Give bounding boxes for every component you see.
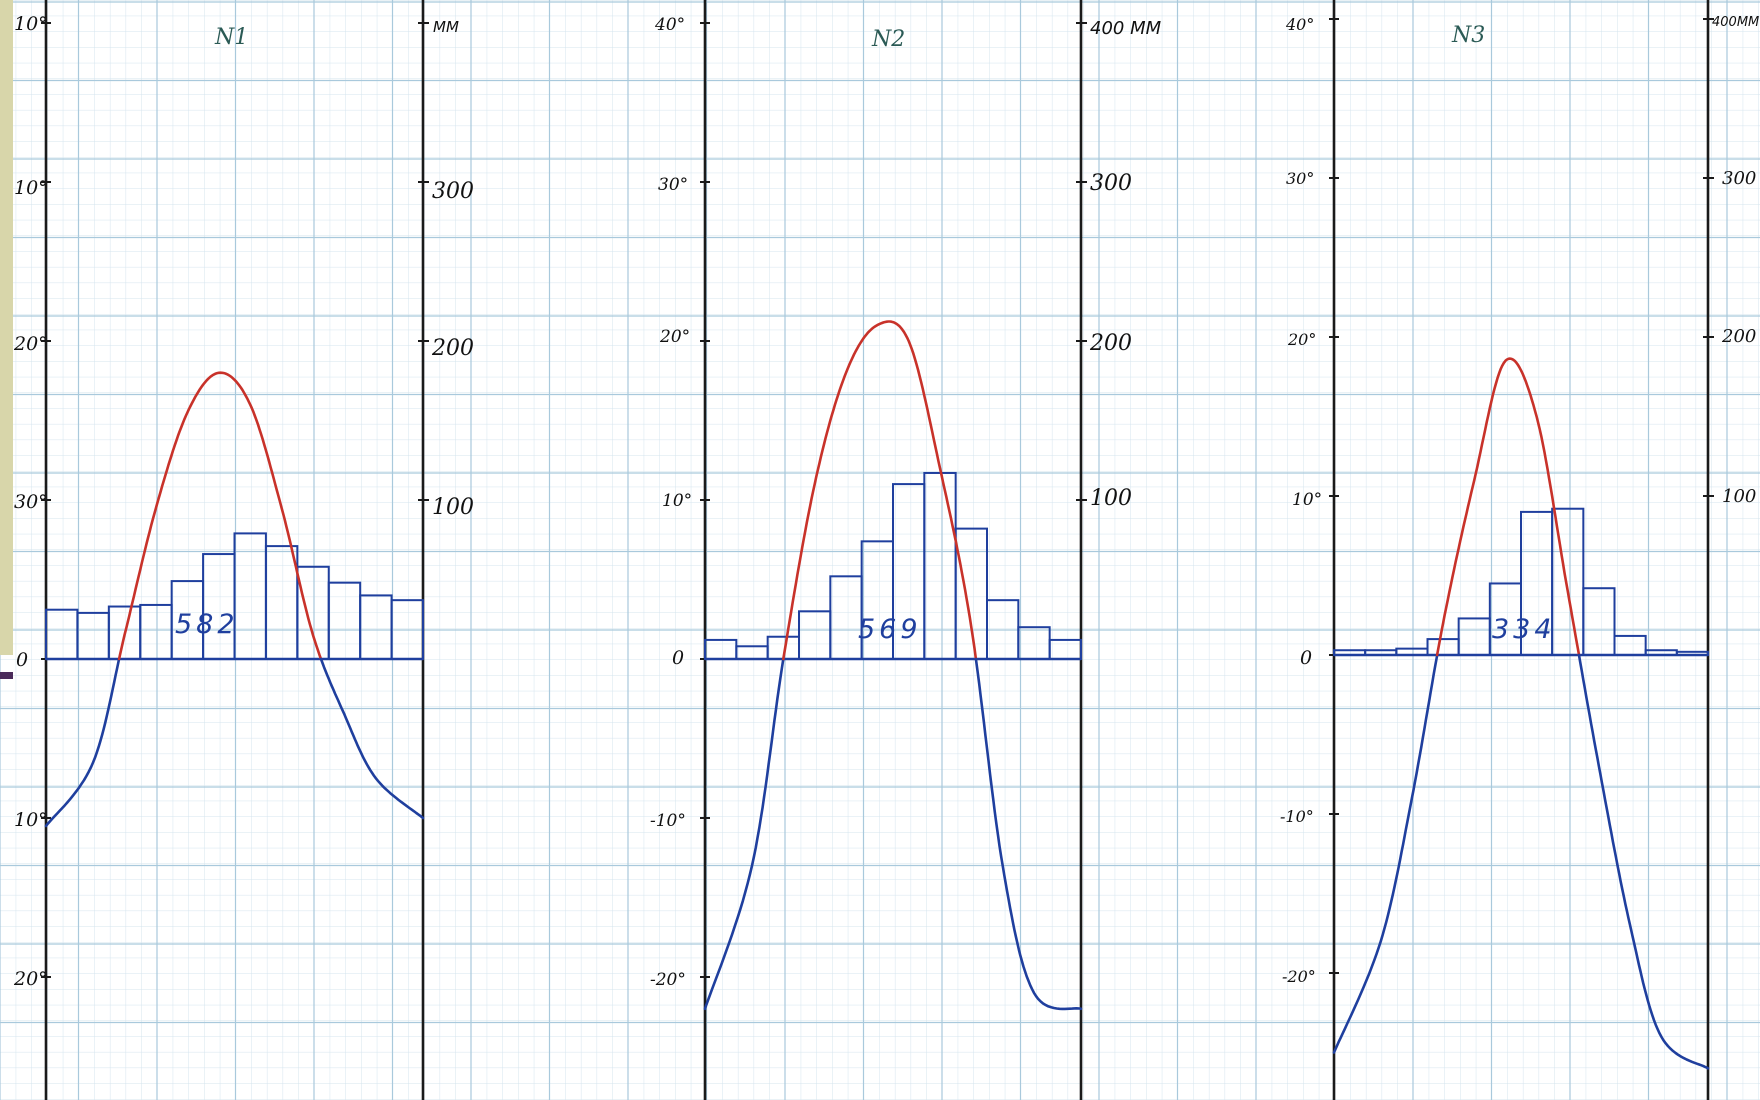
panel-n1-right-unit: MM (433, 18, 459, 36)
chart-panel-2 (700, 0, 1087, 1100)
panel-n1-annual-total: 582 (175, 609, 239, 640)
panel-n2-left-tick: -10° (650, 811, 686, 831)
panel-n2-annual-total: 569 (858, 614, 922, 645)
temperature-curve-above-zero (1435, 357, 1581, 657)
panel-n3-right-tick: 300 (1722, 168, 1756, 189)
temperature-curve-above-zero (781, 320, 978, 661)
climate-plots (41, 0, 1714, 1100)
panel-n3-right-unit: 400MM (1712, 15, 1759, 30)
panel-n1-left-tick: 10° (14, 13, 48, 35)
panel-n1-right-tick: 300 (432, 179, 474, 204)
panel-n2-left-tick: 40° (654, 15, 685, 35)
panel-n3-left-tick: 30° (1286, 169, 1314, 188)
panel-n3-title: N3 (1451, 23, 1485, 48)
panel-n2-title: N2 (871, 27, 905, 52)
panel-n1-left-tick: 10° (14, 809, 48, 831)
temperature-curve-below-zero (1577, 653, 1710, 1070)
panel-n1-left-tick: 30° (14, 491, 48, 513)
chart-panel-1 (41, 0, 429, 1100)
temperature-curve-below-zero (319, 657, 425, 820)
panel-n2: N2 400 MM 40° 30° 20° 10° 0 -10° -20° 30… (650, 15, 1162, 990)
panel-n2-left-tick: -20° (650, 970, 686, 990)
temperature-curve-below-zero (44, 657, 121, 828)
panel-n1-left-tick: 10° (14, 177, 48, 199)
temperature-curve-below-zero (974, 657, 1083, 1011)
panel-n1-left-tick: 20° (13, 333, 48, 355)
panel-n2-right-unit: 400 MM (1090, 18, 1162, 39)
temperature-curve-below-zero (703, 657, 785, 1011)
panel-n3-left-tick: -10° (1280, 807, 1314, 826)
panel-n3-left-tick: 10° (1292, 490, 1322, 510)
chart-panel-3 (1329, 0, 1714, 1100)
panel-n2-left-tick: 10° (662, 491, 692, 511)
panel-n3-right-tick: 200 (1721, 326, 1756, 347)
panel-n2-left-tick: 30° (658, 175, 688, 195)
slide-edge-tab (0, 0, 13, 655)
panel-n1-right-tick: 200 (431, 336, 474, 361)
panel-n1-title: N1 (214, 25, 248, 50)
panel-n3-left-tick: 40° (1285, 15, 1314, 34)
panel-n2-right-tick: 200 (1089, 331, 1132, 356)
panel-n3-left-tick: 0 (1300, 647, 1312, 669)
panel-n1-left-tick: 20° (13, 968, 48, 990)
panel-n2-left-tick: 0 (672, 647, 684, 669)
panel-n3-left-tick: 20° (1287, 330, 1316, 349)
panel-n3-left-tick: -20° (1282, 967, 1316, 986)
temperature-curve-above-zero (117, 371, 323, 661)
panel-n3-right-tick: 100 (1722, 486, 1756, 507)
panel-n1: N1 MM 10° 10° 20° 30° 0 10° 20° 300 200 … (13, 13, 474, 990)
slide-edge-bar (0, 672, 13, 679)
panel-n2-right-tick: 300 (1090, 171, 1132, 196)
panel-n1-right-tick: 100 (432, 495, 474, 520)
panel-n3-annual-total: 334 (1492, 614, 1556, 645)
panel-n1-left-tick: 0 (16, 649, 28, 671)
panel-n2-left-tick: 20° (659, 327, 690, 347)
temperature-curve-below-zero (1332, 653, 1439, 1054)
panel-n2-right-tick: 100 (1090, 486, 1132, 511)
